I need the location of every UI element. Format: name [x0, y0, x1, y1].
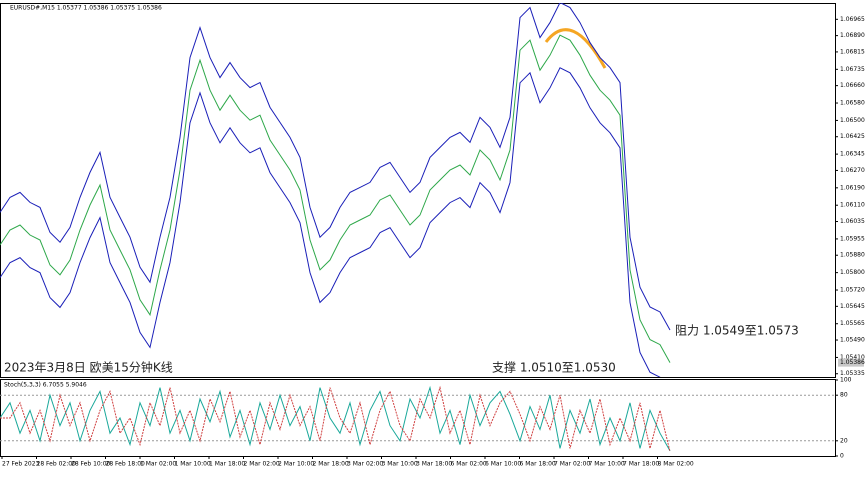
series-line [0, 385, 671, 452]
y-tick-label: 1.05955 [840, 235, 865, 242]
series-group [0, 385, 671, 452]
x-tick-label: 7 Mar 02:00 [554, 461, 590, 468]
y-tick-label: 1.05800 [840, 269, 865, 276]
x-tick-label: 1 Mar 02:00 [140, 461, 176, 468]
x-tick-label: 2 Mar 10:00 [278, 461, 314, 468]
x-tick-label: 3 Mar 02:00 [347, 461, 383, 468]
stoch-title: Stoch(5,3,3) 6.7055 5.9046 [4, 382, 87, 389]
x-tick-label: 28 Feb 02:00 [37, 461, 77, 468]
x-tick-label: 6 Mar 18:00 [520, 461, 556, 468]
series-line [0, 385, 671, 452]
y-tick-label: 1.05490 [840, 337, 865, 344]
y-tick-label: 1.06270 [840, 167, 865, 174]
y-tick-label: 1.06890 [840, 32, 865, 39]
series-line [0, 67, 661, 377]
y-tick-label: 80 [840, 392, 848, 399]
y-tick-label: 1.06345 [840, 151, 865, 158]
last-price-box [838, 358, 864, 367]
x-tick-label: 6 Mar 02:00 [451, 461, 487, 468]
y-tick-label: 1.06660 [840, 82, 865, 89]
y-tick-label: 1.05410 [840, 354, 865, 361]
y-tick-label: 1.06815 [840, 48, 865, 55]
x-tick-label: 1 Mar 10:00 [175, 461, 211, 468]
y-tick-label: 20 [840, 437, 848, 444]
y-tick-label: 1.06500 [840, 117, 865, 124]
series-line [0, 34, 671, 363]
y-tick-label: 1.06735 [840, 66, 865, 73]
x-tick-label: 27 Feb 2023 [2, 461, 40, 468]
x-tick-label: 6 Mar 10:00 [485, 461, 521, 468]
x-tick-label: 8 Mar 02:00 [658, 461, 694, 468]
resistance-note: 阻力 1.0549至1.0573 [675, 324, 799, 338]
y-tick-label: 1.06110 [840, 202, 865, 209]
y-tick-label: 0 [840, 453, 844, 460]
y-tick-label: 1.06190 [840, 184, 865, 191]
y-tick-label: 1.05565 [840, 320, 865, 327]
chart-caption: 2023年3月8日 欧美15分钟K线 [4, 360, 173, 375]
x-tick-label: 28 Feb 18:00 [106, 461, 146, 468]
stoch-frame [0, 379, 836, 457]
x-tick-label: 7 Mar 18:00 [623, 461, 659, 468]
x-tick-label: 28 Feb 10:00 [71, 461, 111, 468]
y-tick-label: 100 [840, 377, 852, 384]
y-tick-label: 1.05645 [840, 303, 865, 310]
main-frame [0, 3, 836, 378]
series-line [0, 3, 671, 331]
x-tick-label: 7 Mar 10:00 [589, 461, 625, 468]
support-note: 支撑 1.0510至1.0530 [492, 360, 616, 375]
x-tick-label: 3 Mar 18:00 [416, 461, 452, 468]
y-tick-label: 1.05720 [840, 287, 865, 294]
y-tick-label: 1.05880 [840, 252, 865, 259]
y-tick-label: 1.05335 [840, 370, 865, 377]
x-tick-label: 1 Mar 18:00 [209, 461, 245, 468]
x-tick-label: 3 Mar 10:00 [382, 461, 418, 468]
y-tick-label: 1.06965 [840, 16, 865, 23]
y-tick-label: 1.06425 [840, 133, 865, 140]
arc-annotation [544, 28, 607, 69]
y-tick-label: 1.06580 [840, 100, 865, 107]
y-tick-label: 1.06035 [840, 218, 865, 225]
x-tick-label: 2 Mar 02:00 [244, 461, 280, 468]
x-tick-label: 2 Mar 18:00 [313, 461, 349, 468]
last-price-label: 1.05386 [840, 359, 865, 366]
chart-title: EURUSD#,M15 1.05377 1.05386 1.05375 1.05… [10, 5, 162, 12]
series-group [0, 3, 671, 377]
